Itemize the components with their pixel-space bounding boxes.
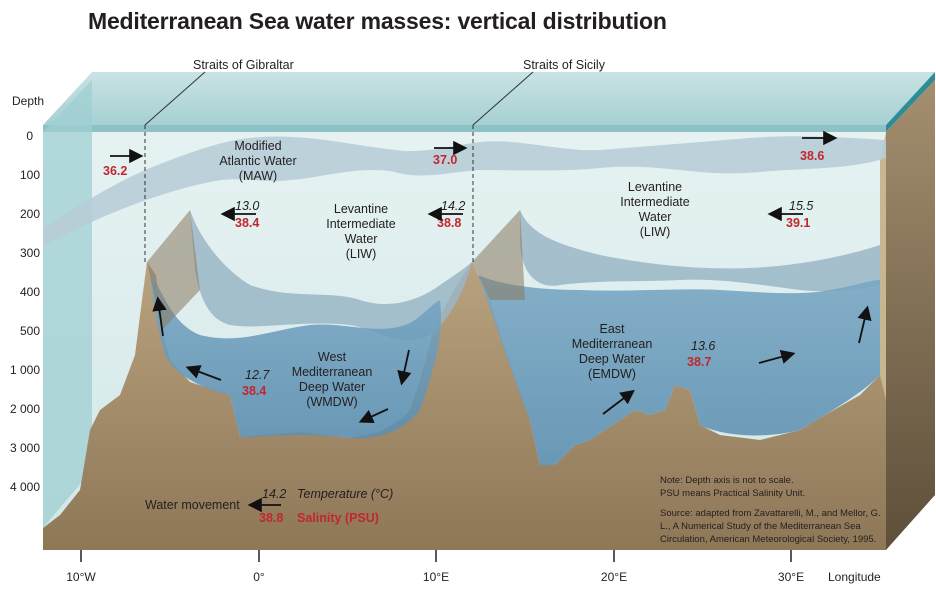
note-line: PSU means Practical Salinity Unit. bbox=[660, 488, 805, 499]
maw-label-line: Atlantic Water bbox=[219, 154, 296, 168]
source-line: Source: adapted from Zavattarelli, M., a… bbox=[660, 508, 881, 519]
wmdw-label-line: West bbox=[318, 350, 347, 364]
arrow-icon bbox=[185, 365, 222, 381]
liw-east bbox=[520, 210, 880, 292]
arrow-icon bbox=[397, 349, 412, 386]
depth-tick: 500 bbox=[20, 324, 40, 338]
longitude-axis-label: Longitude bbox=[828, 570, 881, 584]
liw-east-label-line: Levantine bbox=[628, 180, 682, 194]
emdw-deep-water bbox=[478, 275, 880, 465]
legend-temp-label: Temperature (°C) bbox=[297, 487, 393, 501]
liw-west-label-line: Levantine bbox=[334, 202, 388, 216]
wmdw-label: West Mediterranean Deep Water (WMDW) bbox=[292, 350, 373, 409]
emdw-label: East Mediterranean Deep Water (EMDW) bbox=[572, 322, 653, 381]
wmdw-label-line: (WMDW) bbox=[306, 395, 357, 409]
wmdw-label-line: Deep Water bbox=[299, 380, 365, 394]
longitude-tick-label: 10°E bbox=[423, 570, 449, 584]
sicily-label: Straits of Sicily bbox=[523, 58, 606, 72]
depth-tick: 3 000 bbox=[10, 441, 40, 455]
liw-east-label-line: (LIW) bbox=[640, 225, 671, 239]
sicily-leader bbox=[472, 71, 534, 126]
legend-water-movement: Water movement bbox=[145, 498, 240, 512]
block-right-face bbox=[886, 80, 935, 550]
emdw-temp: 13.6 bbox=[691, 339, 715, 353]
wmdw-label-line: Mediterranean bbox=[292, 365, 373, 379]
maw-east-salinity: 38.6 bbox=[800, 149, 824, 163]
liw-east-temp: 15.5 bbox=[789, 199, 813, 213]
maw-sicily-salinity: 37.0 bbox=[433, 153, 457, 167]
depth-tick: 100 bbox=[20, 168, 40, 182]
legend-sal-example: 38.8 bbox=[259, 511, 283, 525]
gibraltar-label: Straits of Gibraltar bbox=[193, 58, 294, 72]
depth-axis-label: Depth bbox=[12, 94, 44, 108]
liw-west-label: Levantine Intermediate Water (LIW) bbox=[326, 202, 396, 261]
atlantic-water-column bbox=[43, 80, 92, 528]
sea-surface-top bbox=[43, 72, 935, 125]
source-line: L., A Numerical Study of the Mediterrane… bbox=[660, 521, 861, 532]
liw-west-label-line: Intermediate bbox=[326, 217, 396, 231]
depth-ticks: 0 100 200 300 400 500 1 000 2 000 3 000 … bbox=[10, 129, 40, 494]
source-line: Circulation, American Meteorological Soc… bbox=[660, 534, 876, 545]
longitude-tick-label: 20°E bbox=[601, 570, 627, 584]
emdw-label-line: East bbox=[599, 322, 625, 336]
liw-sicily-salinity: 38.8 bbox=[437, 216, 461, 230]
movement-arrows bbox=[110, 130, 872, 513]
liw-east-label: Levantine Intermediate Water (LIW) bbox=[620, 180, 690, 239]
emdw-label-line: Mediterranean bbox=[572, 337, 653, 351]
maw-label-line: (MAW) bbox=[239, 169, 277, 183]
wmdw-salinity: 38.4 bbox=[242, 384, 266, 398]
depth-tick: 200 bbox=[20, 207, 40, 221]
page-title: Mediterranean Sea water masses: vertical… bbox=[88, 8, 667, 34]
depth-tick: 300 bbox=[20, 246, 40, 260]
liw-east-salinity: 39.1 bbox=[786, 216, 810, 230]
wmdw-temp: 12.7 bbox=[245, 368, 270, 382]
arrow-icon bbox=[602, 389, 635, 415]
depth-tick: 400 bbox=[20, 285, 40, 299]
sea-surface-edge bbox=[43, 125, 886, 132]
liw-west-temp: 13.0 bbox=[235, 199, 259, 213]
arrow-icon bbox=[758, 349, 796, 364]
liw-west bbox=[190, 210, 472, 341]
liw-west-label-line: (LIW) bbox=[346, 247, 377, 261]
liw-east-label-line: Intermediate bbox=[620, 195, 690, 209]
liw-west-salinity: 38.4 bbox=[235, 216, 259, 230]
liw-west-label-line: Water bbox=[345, 232, 378, 246]
arrow-icon bbox=[857, 305, 872, 344]
sea-surface-right-edge bbox=[886, 72, 935, 132]
ridge-shadow-east bbox=[472, 210, 525, 300]
seabed bbox=[43, 262, 886, 550]
longitude-tick-label: 0° bbox=[253, 570, 265, 584]
depth-tick: 4 000 bbox=[10, 480, 40, 494]
gibraltar-leader bbox=[144, 71, 206, 126]
liw-east-label-line: Water bbox=[639, 210, 672, 224]
liw-sicily-temp: 14.2 bbox=[441, 199, 465, 213]
longitude-tick-label: 10°W bbox=[66, 570, 96, 584]
maw-label: Modified Atlantic Water (MAW) bbox=[219, 139, 296, 183]
wmdw-deep-water bbox=[150, 270, 441, 439]
depth-tick: 1 000 bbox=[10, 363, 40, 377]
emdw-salinity: 38.7 bbox=[687, 355, 711, 369]
legend-temp-example: 14.2 bbox=[262, 487, 286, 501]
maw-label-line: Modified bbox=[234, 139, 281, 153]
depth-tick: 0 bbox=[26, 129, 33, 143]
arrow-icon bbox=[358, 408, 389, 424]
note-line: Note: Depth axis is not to scale. bbox=[660, 475, 794, 486]
emdw-label-line: Deep Water bbox=[579, 352, 645, 366]
arrow-icon bbox=[152, 296, 167, 337]
longitude-ticks bbox=[80, 550, 792, 562]
emdw-label-line: (EMDW) bbox=[588, 367, 636, 381]
longitude-tick-label: 30°E bbox=[778, 570, 804, 584]
maw-band bbox=[43, 136, 886, 246]
legend-sal-label: Salinity (PSU) bbox=[297, 511, 379, 525]
eastern-shelf bbox=[880, 132, 886, 400]
depth-tick: 2 000 bbox=[10, 402, 40, 416]
atlantic-salinity: 36.2 bbox=[103, 164, 127, 178]
